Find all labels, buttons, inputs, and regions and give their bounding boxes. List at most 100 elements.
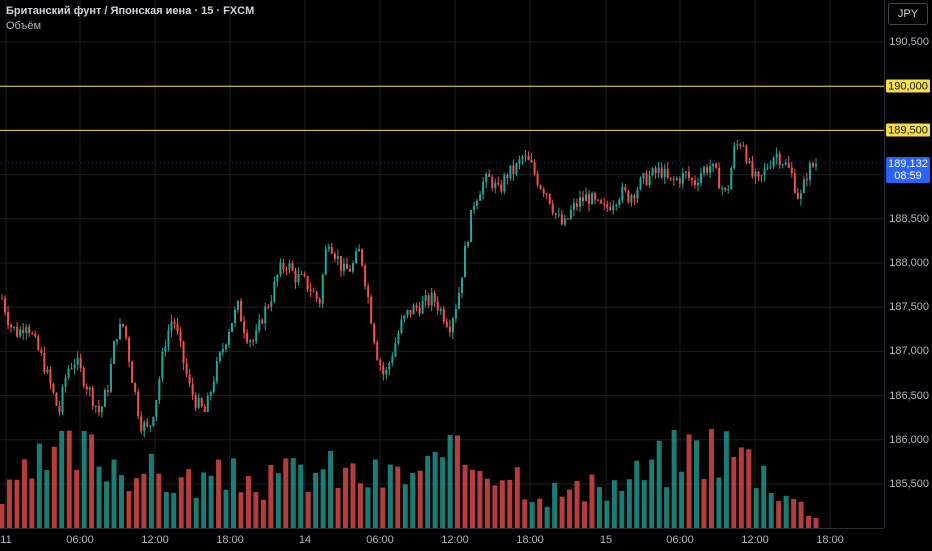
candle-body [618,199,621,205]
candle-body [494,182,497,188]
candle-body [309,289,312,292]
candle-body [134,382,137,392]
candle-body [509,165,512,179]
volume-bar [51,446,57,528]
candle-body [672,178,675,180]
candle-body [267,306,270,308]
volume-bar [283,458,289,528]
volume-bar [537,498,543,528]
candle-body [115,339,118,342]
volume-bar [522,499,528,528]
candle-body [10,324,13,328]
candle-body [394,343,397,357]
candle-body [143,422,146,431]
time-axis-label: 18:00 [816,534,844,546]
candle-body [176,324,179,332]
candle-body [548,194,551,204]
candle-body [645,173,648,186]
volume-bar [447,434,453,528]
candle-body [342,263,345,271]
candle-body [261,319,264,324]
candle-body [600,199,603,204]
time-axis-label: 12:00 [741,534,769,546]
candle-body [603,203,606,205]
volume-bar [156,473,162,528]
time-axis-label: 06:00 [66,534,94,546]
candle-body [240,300,243,322]
candle-body [131,361,134,383]
candle-body [391,356,394,364]
candle-body [234,309,237,324]
candle-body [409,309,412,315]
price-chart-canvas[interactable] [0,0,884,528]
candle-body [203,406,206,413]
candle-body [790,167,793,174]
price-axis-label: 186,500 [889,389,929,402]
candle-body [479,194,482,201]
candle-body [775,153,778,158]
volume-bar [387,464,393,528]
candle-body [79,357,82,369]
candle-body [306,276,309,290]
volume-bar [14,479,20,528]
volume-bar [723,431,729,528]
candle-body [542,189,545,194]
candle-body [94,405,97,407]
candle-body [209,392,212,397]
volume-bar [268,465,274,528]
candle-body [539,185,542,190]
candle-body [315,291,318,299]
currency-button[interactable]: JPY [888,3,928,25]
candle-body [370,296,373,324]
volume-legend[interactable]: Объём [6,20,42,32]
candle-body [85,386,88,390]
volume-bar [455,435,461,528]
candle-body [636,189,639,199]
time-axis[interactable]: 11 06:00 12:00 18:00 14 06:00 12:00 18:00 15 06:0… [0,528,884,551]
candle-body [808,163,811,181]
candle-body [376,342,379,361]
candle-body [606,204,609,208]
candle-body [457,292,460,309]
candle-body [7,312,10,325]
volume-bar [81,430,87,528]
candle-body [382,365,385,375]
time-axis-label: 18:00 [516,534,544,546]
candle-body [675,178,678,180]
volume-bar [761,465,767,528]
candle-body [430,292,433,306]
candle-body [388,363,391,370]
candle-body [793,173,796,193]
candle-body [503,175,506,192]
candle-body [243,321,246,333]
candle-body [22,329,25,333]
symbol-legend[interactable]: Британский фунт / Японская иена · 15 · F… [6,5,255,17]
chart-area[interactable]: Британский фунт / Японская иена · 15 · F… [0,0,884,528]
candle-body [403,315,406,320]
volume-bar [589,474,595,528]
price-axis-label: 188,500 [889,212,929,225]
volume-bar [118,475,124,528]
volume-bar [462,464,468,528]
candle-body [13,326,16,328]
volume-bar [432,451,438,528]
candle-body [46,369,49,373]
candle-body [215,360,218,382]
candle-body [358,249,361,252]
candle-body [700,173,703,184]
candle-body [684,171,687,173]
candle-body [730,168,733,190]
candle-body [212,381,215,393]
candle-body [439,308,442,311]
candle-body [167,330,170,347]
candle-body [421,301,424,314]
candle-body [811,163,814,167]
candle-body [252,340,255,342]
candle-body [488,174,491,178]
volume-bar [208,475,214,528]
candle-body [43,352,46,373]
candle-body [545,193,548,195]
volume-bar [290,458,296,528]
time-axis-label: 15 [599,534,613,546]
candle-body [282,262,285,270]
